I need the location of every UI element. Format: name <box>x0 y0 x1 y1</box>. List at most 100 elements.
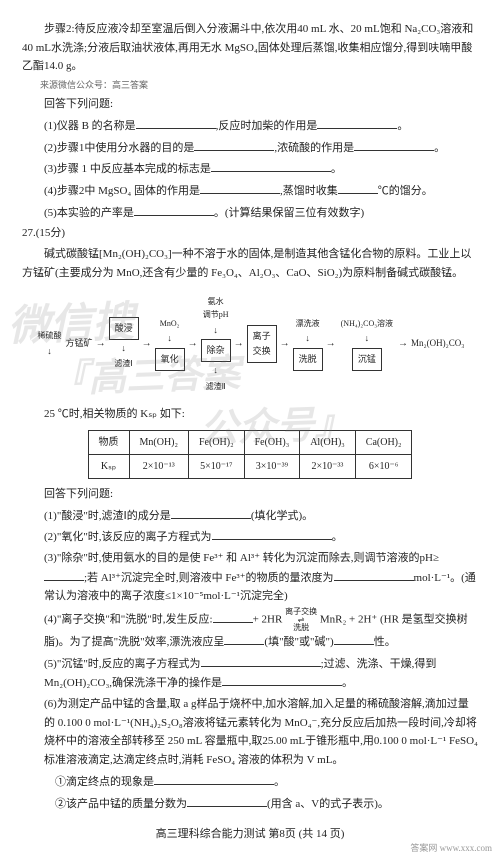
blank <box>317 116 397 129</box>
flow-input-2: 氨水 调节pH <box>201 295 231 322</box>
p1-text-a: (1)"酸浸"时,滤渣Ⅰ的成分是 <box>44 510 171 522</box>
blank <box>171 506 251 519</box>
answer-header: 回答下列问题: <box>22 95 478 114</box>
q4-text-c: ℃的馏分。 <box>378 185 433 197</box>
blank <box>212 527 332 540</box>
table-cell: 5×10⁻¹⁷ <box>189 454 245 478</box>
table-cell: Fe(OH)₃ <box>244 430 300 454</box>
flow-step-6: (NH₄)₂CO₃溶液 ↓ 沉锰 <box>339 317 395 371</box>
flow-step-5: 漂洗液 ↓ 洗脱 <box>293 317 323 371</box>
flow-step-2: MnO₂ ↓ 氧化 <box>155 317 185 371</box>
arrow-icon: → <box>397 335 409 352</box>
flow-box-0: 酸浸 <box>109 317 139 340</box>
down-arrow-icon: ↓ <box>121 341 126 356</box>
q1-text-a: (1)仪器 B 的名称是 <box>44 120 136 132</box>
table-cell: Al(OH)₃ <box>300 430 356 454</box>
p4-text-d: 性。 <box>374 636 396 648</box>
arrow-bottom-label: 洗脱 <box>293 624 309 632</box>
reversible-arrow: 离子交换 ⇌ 洗脱 <box>285 608 317 632</box>
question-27-header: 27.(15分) <box>22 224 478 243</box>
arrow-icon: → <box>325 335 337 352</box>
question-5: (5)本实验的产率是。(计算结果保留三位有效数字) <box>22 203 478 223</box>
flow-input-5: (NH₄)₂CO₃溶液 <box>339 317 395 331</box>
p3-text-b: ;若 Al³⁺沉淀完全时,则溶液中 Fe³⁺的物质的量浓度为 <box>84 572 334 584</box>
blank <box>136 116 216 129</box>
table-header-row: 物质 Mn(OH)₂ Fe(OH)₂ Fe(OH)₃ Al(OH)₃ Ca(OH… <box>88 430 412 454</box>
flow-box-5: 沉锰 <box>352 348 382 371</box>
p1-text-b: (填化学式)。 <box>251 510 313 522</box>
blank <box>200 181 280 194</box>
down-arrow-icon: ↓ <box>365 331 370 346</box>
q5-text-b: 。(计算结果保留三位有效数字) <box>214 207 364 219</box>
flow-step-3: 氨水 调节pH ↓ 除杂 ↓ 滤渣Ⅱ <box>201 295 231 394</box>
down-arrow-icon: ↓ <box>47 344 52 359</box>
p3-text-a: (3)"除杂"时,使用氨水的目的是使 Fe³⁺ 和 Al³⁺ 转化为沉淀而除去,… <box>44 552 439 564</box>
table-cell: 6×10⁻⁶ <box>355 454 412 478</box>
part-1: (1)"酸浸"时,滤渣Ⅰ的成分是 (填化学式)。 <box>22 506 478 526</box>
flow-bottom-0: 滤渣Ⅰ <box>112 357 134 371</box>
table-cell: Ca(OH)₂ <box>355 430 412 454</box>
blank <box>44 568 84 581</box>
question-3: (3)步骤 1 中反应基本完成的标志是。 <box>22 159 478 179</box>
blank <box>201 654 321 667</box>
arrow-icon: → <box>187 335 199 352</box>
question-1: (1)仪器 B 的名称是,反应时加柴的作用是。 <box>22 116 478 136</box>
blank <box>354 138 434 151</box>
part-5: (5)"沉锰"时,反应的离子方程式为;过滤、洗涤、干燥,得到 Mn₂(OH)₂C… <box>22 654 478 693</box>
q2-text-b: ,浓硫酸的作用是 <box>274 142 354 154</box>
part-4: (4)"离子交换"和"洗脱"时,发生反应:+ 2HR 离子交换 ⇌ 洗脱 MnR… <box>22 608 478 652</box>
p6-2-text-a: ②该产品中锰的质量分数为 <box>55 798 187 810</box>
flow-box-4: 洗脱 <box>293 348 323 371</box>
q3-text: (3)步骤 1 中反应基本完成的标志是 <box>44 163 211 175</box>
q2-text-a: (2)步骤1中使用分水器的目的是 <box>44 142 194 154</box>
blank <box>224 632 264 645</box>
q4-text-b: ,蒸馏时收集 <box>280 185 338 197</box>
table-cell: 2×10⁻³³ <box>300 454 356 478</box>
corner-watermark: 答案网 www.xxx.com <box>410 841 492 854</box>
blank <box>134 203 214 216</box>
p5-text-a: (5)"沉锰"时,反应的离子方程式为 <box>44 658 201 670</box>
down-arrow-icon: ↓ <box>213 323 218 338</box>
blank <box>154 772 274 785</box>
arrow-icon: → <box>95 335 107 352</box>
blank <box>338 181 378 194</box>
question-2: (2)步骤1中使用分水器的目的是,浓硫酸的作用是。 <box>22 138 478 158</box>
temp-note: 25 ℃时,相关物质的 Kₛₚ 如下: <box>22 405 478 424</box>
down-arrow-icon: ↓ <box>213 363 218 378</box>
table-cell: 物质 <box>88 430 129 454</box>
flow-start: 稀硫酸 ↓ <box>36 329 64 359</box>
p4-text-c: (填"酸"或"碱") <box>264 636 333 648</box>
exam-page: 步骤2:待反应液冷却至室温后倒入分液漏斗中,依次用40 mL 水、20 mL饱和… <box>0 0 500 862</box>
flow-input-4: 漂洗液 <box>294 317 322 331</box>
part-6-1: ①滴定终点的现象是。 <box>22 772 478 792</box>
part-3: (3)"除杂"时,使用氨水的目的是使 Fe³⁺ 和 Al³⁺ 转化为沉淀而除去,… <box>22 549 478 606</box>
process-flowchart: 稀硫酸 ↓ 方锰矿 → 酸浸 ↓ 滤渣Ⅰ → MnO₂ ↓ 氧化 → 氨水 调节… <box>22 291 478 398</box>
blank <box>222 673 342 686</box>
ksp-table: 物质 Mn(OH)₂ Fe(OH)₂ Fe(OH)₃ Al(OH)₃ Ca(OH… <box>88 430 413 479</box>
arrow-icon: → <box>279 335 291 352</box>
part-2: (2)"氧化"时,该反应的离子方程式为。 <box>22 527 478 547</box>
table-cell: Kₛₚ <box>88 454 129 478</box>
blank <box>187 794 267 807</box>
question-4: (4)步骤2中 MgSO₄ 固体的作用是,蒸馏时收集℃的馏分。 <box>22 181 478 201</box>
p2-text: (2)"氧化"时,该反应的离子方程式为 <box>44 531 212 543</box>
part-6: (6)为测定产品中锰的含量,取 a g样品于烧杯中,加水溶解,加入足量的稀硫酸溶… <box>22 695 478 770</box>
p6-1-text: ①滴定终点的现象是 <box>55 776 154 788</box>
table-cell: Mn(OH)₂ <box>129 430 188 454</box>
arrow-icon: → <box>233 335 245 352</box>
q27-intro: 碱式碳酸锰[Mn₂(OH)₂CO₃]一种不溶于水的固体,是制造其他含锰化合物的原… <box>22 245 478 282</box>
table-row: Kₛₚ 2×10⁻¹³ 5×10⁻¹⁷ 3×10⁻³⁹ 2×10⁻³³ 6×10… <box>88 454 412 478</box>
p6-2-text-b: (用含 a、V的式子表示)。 <box>267 798 389 810</box>
flow-box-1: 氧化 <box>155 348 185 371</box>
answer-header-2: 回答下列问题: <box>22 485 478 504</box>
table-cell: 2×10⁻¹³ <box>129 454 188 478</box>
source-note: 来源微信公众号：高三答案 <box>22 78 478 93</box>
arrow-icon: → <box>141 335 153 352</box>
flow-box-3: 离子 交换 <box>247 325 277 364</box>
blank <box>211 159 331 172</box>
flow-end-label: Mn₂(OH)₂CO₃ <box>411 336 464 351</box>
flow-input-1: MnO₂ <box>158 317 182 331</box>
blank <box>334 568 414 581</box>
flow-step-1: 酸浸 ↓ 滤渣Ⅰ <box>109 317 139 371</box>
part-6-2: ②该产品中锰的质量分数为 (用含 a、V的式子表示)。 <box>22 794 478 814</box>
